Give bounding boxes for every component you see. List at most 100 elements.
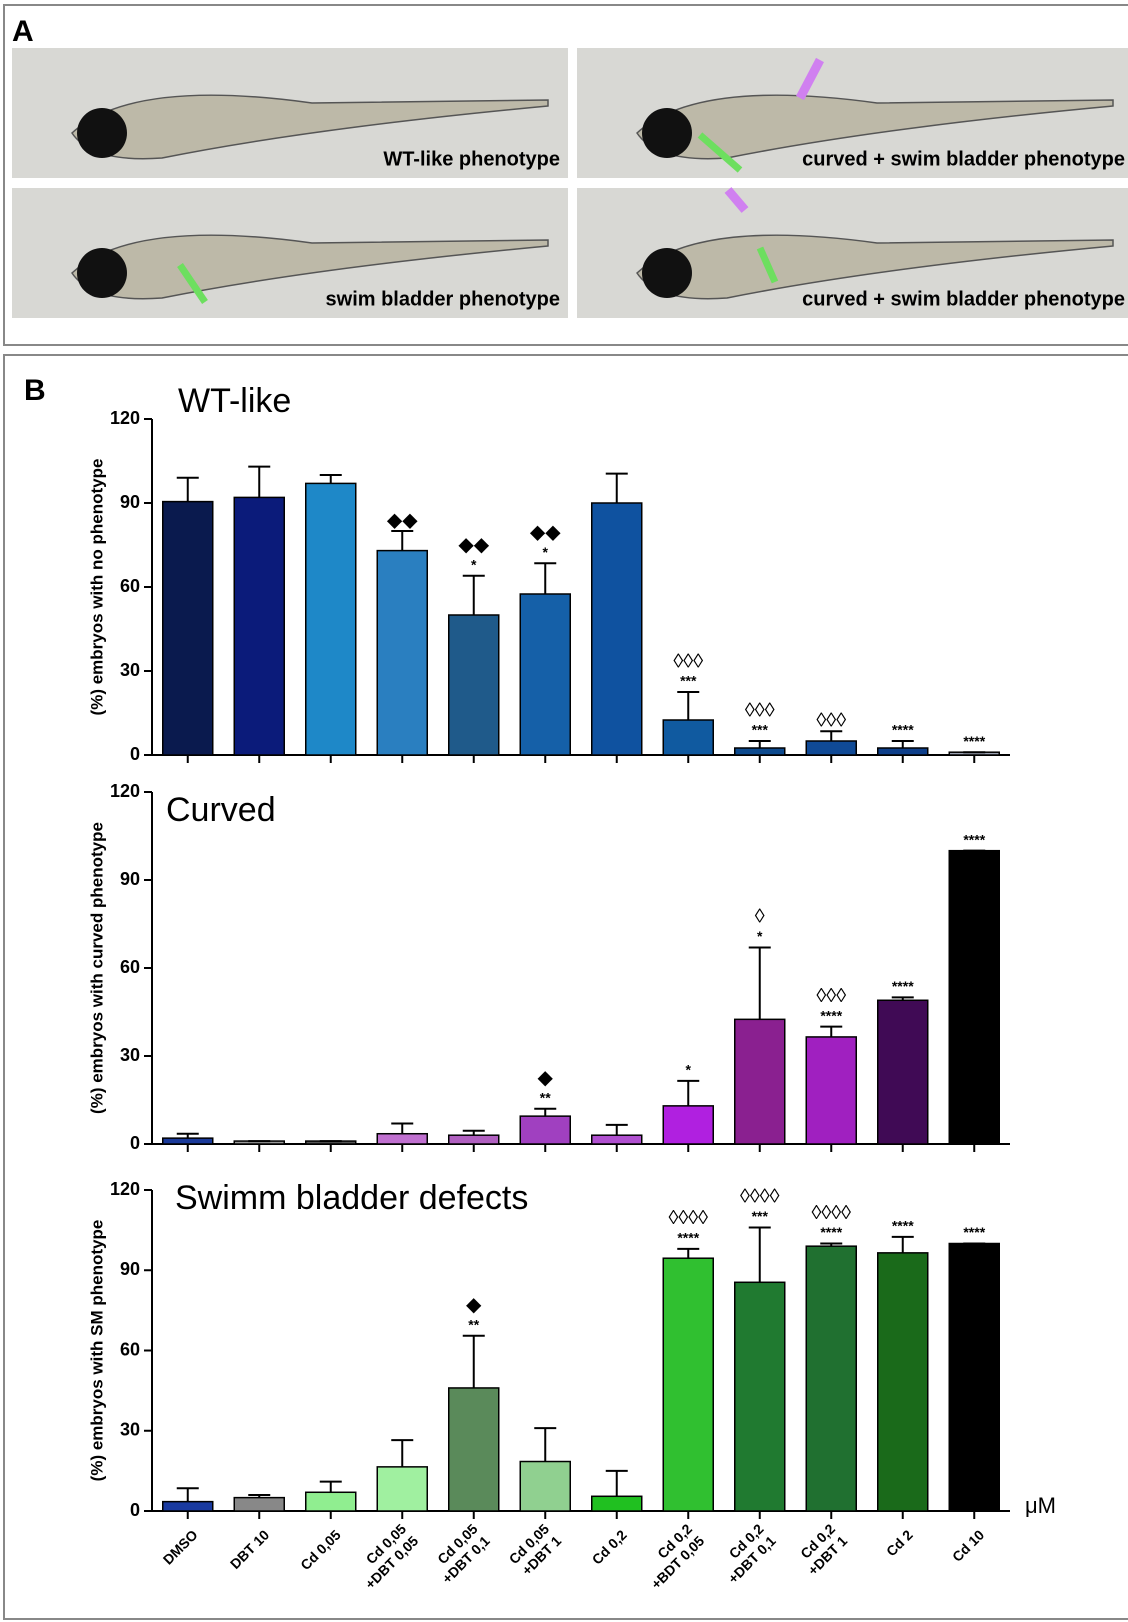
chart-title: WT-like: [178, 382, 291, 420]
bar: [806, 1037, 856, 1144]
bar: [306, 1492, 356, 1511]
y-tick-label: 90: [120, 492, 140, 512]
y-tick-label: 0: [130, 1500, 140, 1520]
x-tick-label: Cd 0,05: [297, 1526, 344, 1573]
y-tick-label: 120: [110, 1179, 140, 1199]
significance-stars: ***: [752, 1208, 769, 1224]
x-tick-label: DMSO: [159, 1526, 200, 1567]
y-tick-label: 120: [110, 408, 140, 428]
significance-stars: ****: [677, 1230, 699, 1246]
bar: [163, 1138, 213, 1144]
bar: [234, 1498, 284, 1511]
bar: [806, 1246, 856, 1511]
bar: [449, 1388, 499, 1511]
panel-label: A: [12, 15, 34, 48]
significance-marker: ◊◊◊: [816, 709, 846, 731]
page: A B WT-like phenotypecurved + swim bladd…: [0, 0, 1128, 1622]
bar: [949, 851, 999, 1144]
y-tick-label: 90: [120, 869, 140, 889]
y-tick-label: 60: [120, 1339, 140, 1359]
significance-marker: ◊: [755, 906, 765, 928]
significance-stars: ****: [892, 722, 914, 738]
bar: [735, 1019, 785, 1144]
bar: [592, 1496, 642, 1511]
significance-marker: ◊◊◊◊: [740, 1186, 780, 1208]
bar: [306, 483, 356, 755]
x-tick-label: Cd 0,2+DBT 0,1: [713, 1520, 779, 1586]
bar: [377, 551, 427, 755]
x-tick-label: Cd 0,2: [588, 1526, 629, 1567]
significance-marker: ◊◊◊◊: [811, 1202, 851, 1224]
significance-stars: ***: [680, 673, 697, 689]
bar: [592, 503, 642, 755]
bar: [449, 615, 499, 755]
bar: [449, 1135, 499, 1144]
significance-marker: ◊◊◊◊: [668, 1207, 708, 1229]
y-tick-label: 0: [130, 1133, 140, 1153]
photo-caption: curved + swim bladder phenotype: [802, 148, 1125, 170]
significance-stars: ****: [892, 1218, 914, 1234]
x-tick-label: Cd 0,05+DBT 1: [505, 1520, 564, 1579]
y-tick-label: 30: [120, 1420, 140, 1440]
bar: [806, 741, 856, 755]
significance-stars: **: [468, 1316, 479, 1332]
x-tick-label: Cd 0,2+BDT 0,05: [636, 1520, 708, 1592]
y-tick-label: 0: [130, 744, 140, 764]
significance-marker: ◆◆: [458, 534, 489, 556]
significance-stars: *: [686, 1062, 692, 1078]
unit-label: μM: [1025, 1493, 1056, 1518]
significance-marker: ◆◆: [530, 521, 561, 543]
bar: [663, 1106, 713, 1144]
bar: [878, 748, 928, 755]
bar: [377, 1467, 427, 1511]
x-tick-label: DBT 10: [227, 1526, 273, 1572]
significance-stars: **: [540, 1090, 551, 1106]
figure: A B WT-like phenotypecurved + swim bladd…: [0, 0, 1128, 1622]
bar: [234, 497, 284, 755]
bar: [520, 594, 570, 755]
y-axis-label: (%) embryos with SM phenotype: [87, 1220, 106, 1482]
bar: [377, 1134, 427, 1144]
y-tick-label: 60: [120, 576, 140, 596]
significance-stars: ****: [820, 1224, 842, 1240]
bar: [163, 502, 213, 755]
significance-stars: ****: [820, 1007, 842, 1023]
x-tick-label: Cd 0,2+DBT 1: [792, 1520, 850, 1578]
significance-marker: ◆: [538, 1067, 554, 1089]
significance-stars: ****: [963, 733, 985, 749]
y-tick-label: 120: [110, 781, 140, 801]
significance-marker: ◆: [466, 1294, 482, 1316]
larva-eye: [77, 108, 127, 158]
larva-eye: [642, 248, 692, 298]
significance-stars: *: [543, 544, 549, 560]
significance-stars: ***: [752, 722, 769, 738]
significance-stars: *: [471, 557, 477, 573]
bar: [735, 1282, 785, 1511]
bar: [520, 1116, 570, 1144]
y-tick-label: 60: [120, 957, 140, 977]
bar: [878, 1000, 928, 1144]
y-axis-label: (%) embryos with curved phenotype: [87, 822, 106, 1114]
bar: [878, 1253, 928, 1511]
larva-eye: [642, 108, 692, 158]
x-tick-label: Cd 0,05+DBT 0,1: [427, 1520, 493, 1586]
chart-title: Swimm bladder defects: [175, 1179, 528, 1217]
bar: [663, 1258, 713, 1511]
bar: [163, 1502, 213, 1511]
chart-title: Curved: [166, 791, 276, 829]
significance-stars: *: [757, 928, 763, 944]
y-tick-label: 90: [120, 1259, 140, 1279]
significance-marker: ◊◊◊: [816, 985, 846, 1007]
bar: [663, 720, 713, 755]
bar: [592, 1135, 642, 1144]
y-tick-label: 30: [120, 1045, 140, 1065]
photo-caption: swim bladder phenotype: [326, 288, 560, 310]
bar: [735, 748, 785, 755]
bar: [949, 1244, 999, 1512]
panel-label: B: [24, 374, 46, 407]
significance-stars: ****: [963, 831, 985, 847]
y-axis-label: (%) embryos with no phenotype: [87, 459, 106, 716]
x-tick-label: Cd 10: [949, 1526, 987, 1564]
y-tick-label: 30: [120, 660, 140, 680]
larva-eye: [77, 248, 127, 298]
